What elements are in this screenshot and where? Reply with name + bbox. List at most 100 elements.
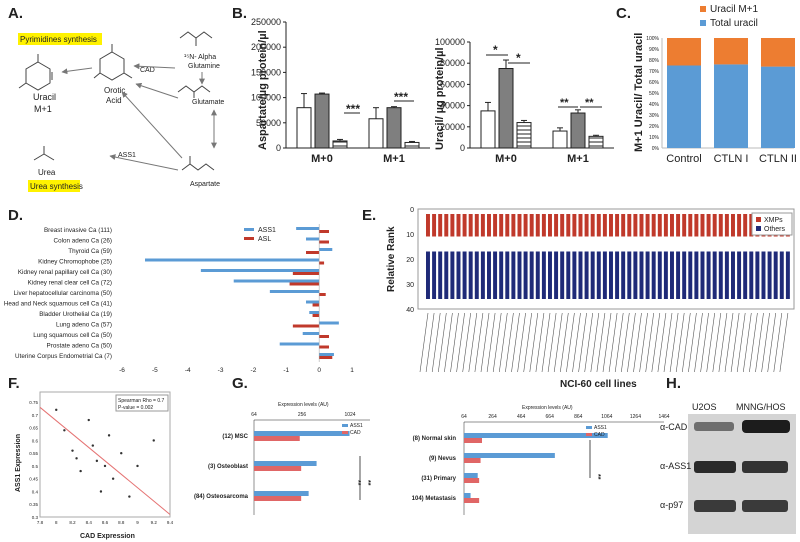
b1-bar	[386, 107, 402, 149]
e-bar-others	[444, 251, 449, 299]
f-annotation-pvalue: P-value = 0.002	[118, 405, 153, 411]
c-ytick-label: 60%	[649, 80, 660, 86]
c-legend-swatch-uracil-m1	[700, 6, 706, 12]
e-cell-line-label	[743, 312, 752, 373]
d-category-label: Colon adeno Ca (26)	[54, 238, 112, 245]
f-xtick-label: 8.6	[102, 520, 109, 525]
b1-significance: *** ***	[344, 90, 414, 116]
d-xtick-label: 1	[350, 367, 354, 374]
d-bar	[319, 353, 334, 356]
uracil-m1-label: M+1	[34, 104, 52, 114]
f-point	[87, 418, 90, 422]
g2-xtick-label: 864	[574, 414, 583, 420]
b2-bar	[516, 122, 532, 149]
blot-band-p97-u2os	[694, 500, 736, 512]
e-bar-xmps	[505, 214, 510, 237]
b1-ytick-label: 0	[276, 143, 281, 153]
d-category-label: Kidney renal papillary cell Ca (30)	[18, 269, 112, 276]
b1-y-axis-title: Aspartate/µg protein/µl	[257, 30, 269, 150]
f-ytick-label: 0.7	[32, 413, 39, 418]
e-bar-others	[773, 251, 778, 299]
e-bar-xmps	[615, 214, 620, 237]
f-point	[107, 434, 111, 437]
d-legend-asl: ASL	[258, 236, 271, 243]
g1-bar	[254, 431, 350, 436]
e-cell-line-label	[480, 312, 490, 373]
f-point	[79, 469, 82, 473]
c-bar-segment	[761, 66, 795, 148]
e-bar-xmps	[548, 214, 552, 237]
e-cell-line-label	[627, 312, 636, 373]
g1-xtick-label: 64	[251, 412, 257, 418]
d-bar	[312, 314, 320, 317]
g2-xtick-label: 64	[461, 414, 467, 420]
d-bar	[269, 290, 320, 293]
c-xtick-label: CTLN II	[759, 153, 797, 165]
g1-category-label: (12) MSC	[222, 434, 248, 440]
d-bar	[319, 261, 325, 265]
e-cell-line-label	[749, 312, 758, 373]
d-category-label: Liver hepatocellular carcinoma (50)	[14, 290, 112, 297]
e-bar-xmps	[737, 214, 742, 237]
e-bar-others	[700, 251, 705, 299]
e-bar-xmps	[651, 214, 656, 237]
e-cell-line-label	[511, 312, 520, 373]
f-point	[75, 457, 78, 460]
e-bar-xmps	[566, 214, 571, 237]
e-cell-line-label	[633, 312, 642, 373]
g1-legend-cad: CAD	[350, 430, 361, 436]
e-bar-others	[584, 251, 589, 299]
e-bar-xmps	[596, 214, 601, 237]
e-bar-xmps	[517, 214, 522, 237]
e-bar-others	[755, 251, 760, 299]
f-xtick-label: 8.2	[69, 520, 76, 525]
d-xtick-label: -3	[218, 367, 224, 374]
e-cell-line-label	[444, 312, 453, 373]
e-bar-others	[517, 251, 522, 299]
d-bar	[279, 342, 320, 346]
blot-band-ass1-mnng	[742, 461, 788, 473]
e-bar-others	[651, 251, 656, 299]
g2-category-label: (9) Nevus	[429, 456, 457, 462]
f-point	[55, 408, 58, 412]
urea-label: Urea	[38, 168, 56, 177]
f-point	[95, 459, 99, 463]
e-plot-frame	[417, 208, 795, 310]
e-bar-others	[633, 251, 638, 299]
e-cell-line-label	[590, 312, 600, 373]
panel-c-stacked-chart: M+1 Uracil/ Total uracil 0% 10% 20% 30% 40% 5…	[633, 4, 797, 165]
e-bar-xmps	[639, 214, 644, 237]
c-ytick-label: 40%	[649, 102, 660, 108]
e-bar-others	[548, 251, 552, 299]
c-bar-segment	[714, 38, 748, 65]
g2-category-label: (8) Normal skin	[413, 436, 457, 442]
e-bar-others	[706, 251, 711, 299]
e-bar-xmps	[480, 214, 485, 237]
g2-xtick-label: 1064	[601, 414, 612, 420]
g1-bar	[254, 466, 302, 471]
f-ytick-label: 0.3	[32, 515, 39, 520]
ass1-label: ASS1	[118, 152, 136, 159]
e-bar-xmps	[499, 214, 504, 237]
c-bar-segment	[667, 65, 701, 148]
g2-bar	[464, 498, 480, 503]
d-bar	[312, 303, 320, 307]
e-bar-xmps	[724, 214, 729, 237]
e-cell-line-label	[438, 312, 447, 373]
e-bar-others	[615, 251, 620, 299]
e-bar-others	[468, 251, 473, 299]
e-bar-xmps	[645, 214, 650, 237]
panel-b-uracil-chart: Uracil/ µg protein/µl 0 20000 40000 60000 80…	[434, 37, 614, 165]
e-cell-line-label	[486, 312, 496, 373]
e-bar-xmps	[627, 214, 632, 237]
f-xtick-label: 9	[136, 520, 139, 525]
e-bar-others	[480, 251, 485, 299]
g1-x-axis-title: Expression levels (AU)	[278, 402, 329, 408]
b1-bar	[368, 118, 384, 149]
e-bar-others	[505, 251, 510, 299]
b1-ytick-label: 250000	[251, 17, 281, 27]
e-cell-line-label	[517, 312, 526, 373]
e-cell-line-label	[700, 312, 709, 373]
e-bar-xmps	[706, 214, 711, 237]
